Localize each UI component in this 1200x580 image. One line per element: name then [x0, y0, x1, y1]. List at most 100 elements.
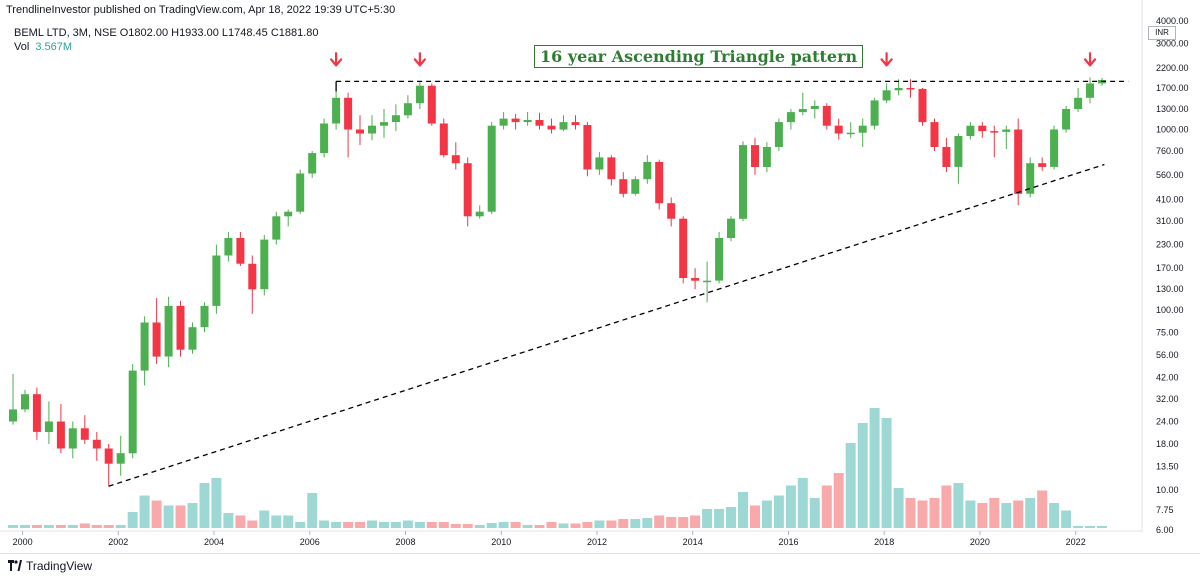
volume-bar — [355, 522, 365, 528]
candle — [56, 404, 65, 454]
candle-body — [739, 145, 747, 219]
volume-bar — [845, 443, 856, 528]
volume-bar — [1049, 503, 1060, 528]
volume-bar — [833, 473, 844, 528]
candle-body — [212, 255, 221, 306]
candle — [80, 415, 89, 444]
candle — [607, 155, 616, 186]
candle — [68, 421, 77, 459]
time-axis[interactable]: 2000 2002 2004 2006 2008 2010 2012 2014 2016 2018… — [13, 531, 1086, 547]
price-tick-label: 75.00 — [1156, 327, 1179, 337]
candle — [619, 172, 628, 198]
volume-bar — [797, 478, 808, 528]
candle-body — [427, 85, 436, 124]
candle — [511, 114, 520, 130]
volume-bar — [115, 525, 126, 528]
candle-body — [858, 125, 867, 133]
peak-arrows — [330, 52, 1097, 67]
candle — [703, 261, 712, 303]
candle-body — [511, 118, 520, 123]
candle — [655, 159, 664, 210]
candle-body — [990, 131, 999, 133]
candle — [751, 137, 759, 175]
candle — [140, 316, 149, 386]
time-tick-label: 2016 — [778, 537, 798, 547]
volume-bar — [55, 525, 66, 528]
candle — [595, 152, 604, 175]
candle-body — [332, 97, 341, 124]
candle — [439, 118, 448, 158]
candle — [643, 155, 652, 184]
candle — [1026, 157, 1035, 198]
volume-bar — [211, 478, 222, 528]
price-tick-label: 230.00 — [1156, 240, 1184, 250]
candle-body — [846, 132, 855, 135]
candle — [739, 141, 747, 222]
price-tick-label: 32.00 — [1156, 394, 1179, 404]
candle — [631, 176, 640, 196]
volume-bar — [929, 498, 940, 528]
volume-bar — [450, 524, 461, 528]
candle-body — [487, 125, 496, 212]
volume-bar — [319, 520, 330, 528]
candle-body — [356, 129, 364, 134]
candle-body — [583, 125, 592, 170]
price-axis[interactable]: 4000.00 3000.00 2200.00 1700.00 1300.00 1000.… — [1156, 16, 1189, 535]
candle-body — [667, 203, 676, 219]
candle-body — [391, 115, 400, 122]
candle — [1062, 106, 1071, 133]
candle-body — [236, 238, 245, 264]
candle — [547, 118, 556, 134]
volume-bar — [199, 483, 210, 528]
brand-name: TradingView — [26, 559, 93, 573]
volume-bar — [223, 513, 234, 528]
volume-bar — [630, 519, 641, 528]
price-tick-label: 560.00 — [1156, 170, 1184, 180]
candle — [1014, 118, 1023, 206]
candle-body — [882, 90, 891, 101]
candle-body — [403, 103, 412, 116]
candle-body — [810, 106, 819, 109]
candle — [571, 115, 580, 130]
candle-body — [140, 322, 149, 371]
volume-bar — [43, 525, 54, 528]
price-chart[interactable]: 4000.00 3000.00 2200.00 1700.00 1300.00 1000.… — [0, 0, 1200, 553]
volume-bar — [31, 525, 42, 528]
candle-body — [954, 136, 963, 167]
candle-body — [451, 155, 460, 164]
candle-body — [774, 122, 783, 147]
candle — [128, 364, 137, 459]
candle-body — [415, 85, 424, 104]
price-tick-label: 13.50 — [1156, 462, 1179, 472]
candle-body — [284, 211, 293, 217]
candle — [451, 142, 460, 170]
time-tick-label: 2014 — [683, 537, 703, 547]
pattern-annotation: 16 year Ascending Triangle pattern — [534, 45, 864, 68]
volume-bar — [989, 498, 1000, 528]
price-tick-label: 1000.00 — [1156, 125, 1189, 135]
candle — [380, 109, 388, 138]
candle-body — [966, 125, 975, 136]
candle-body — [870, 100, 879, 126]
candle — [978, 122, 987, 138]
candle-body — [942, 147, 951, 167]
price-tick-label: 18.00 — [1156, 439, 1179, 449]
candle-body — [547, 125, 556, 130]
candle-body — [978, 125, 987, 132]
candle — [308, 151, 317, 178]
candle — [475, 205, 484, 219]
candle-body — [834, 125, 843, 134]
candle — [1002, 125, 1011, 149]
candle-body — [1002, 129, 1011, 132]
volume-bars — [8, 408, 1107, 528]
volume-bar — [558, 523, 569, 528]
volume-bar — [522, 525, 533, 528]
candle — [9, 374, 17, 425]
candle — [810, 100, 819, 119]
candle — [415, 80, 424, 109]
candle-body — [68, 428, 77, 449]
volume-bar — [977, 503, 988, 528]
volume-label: Vol — [14, 41, 30, 53]
volume-bar — [307, 493, 318, 528]
price-tick-label: 410.00 — [1156, 194, 1184, 204]
